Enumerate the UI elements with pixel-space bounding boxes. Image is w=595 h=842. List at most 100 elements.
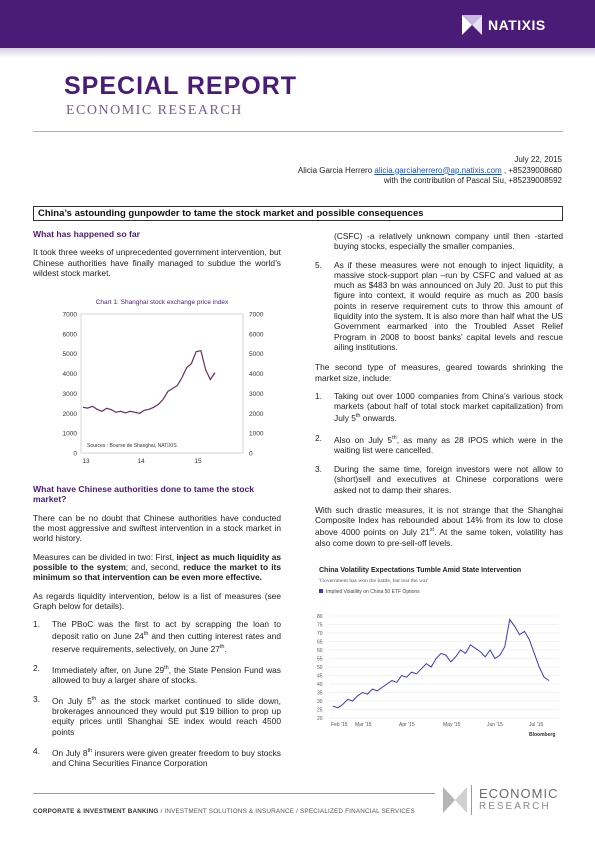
list-text: as the stock market continued to slide d… bbox=[52, 695, 281, 737]
y-tick-label: 60 bbox=[317, 648, 323, 654]
natixis-logo-text: NATIXIS bbox=[488, 17, 546, 33]
x-tick-label: Apr '15 bbox=[399, 722, 415, 728]
list-number: 5. bbox=[315, 259, 322, 270]
list-item: 5. As if these measures were not enough t… bbox=[315, 260, 563, 353]
author-email-link[interactable]: alicia.garciaherrero@ap.natixis.com bbox=[374, 165, 502, 175]
superscript: th bbox=[392, 434, 397, 441]
y-tick-label-right: 5000 bbox=[249, 351, 264, 358]
y-tick-label: 65 bbox=[317, 639, 323, 645]
y-tick-label: 25 bbox=[317, 707, 323, 713]
list-text: insurers were given greater freedom to b… bbox=[52, 747, 281, 769]
y-tick-label: 55 bbox=[317, 656, 323, 662]
y-tick-label-right: 7000 bbox=[249, 312, 264, 319]
author-phone: , +85239008680 bbox=[503, 165, 562, 175]
list-text: Immediately after, on June 29 bbox=[52, 664, 165, 675]
list-text: Also on July 5 bbox=[334, 434, 393, 445]
y-tick-label: 40 bbox=[317, 682, 323, 688]
list-number: 2. bbox=[33, 662, 40, 673]
legend-swatch bbox=[319, 588, 323, 593]
paragraph-second-type: The second type of measures, geared towa… bbox=[315, 362, 563, 383]
superscript: th bbox=[164, 664, 169, 671]
footer-text: CORPORATE & INVESTMENT BANKING / INVESTM… bbox=[33, 808, 415, 815]
y-tick-label: 80 bbox=[317, 614, 323, 620]
text-bold-liquidity: inject as much liquidity as possible to … bbox=[33, 551, 282, 572]
report-date: July 22, 2015 bbox=[514, 155, 562, 164]
y-tick-label: 70 bbox=[317, 631, 323, 637]
list-text: onwards. bbox=[360, 413, 397, 424]
chart-volatility-svg: China Volatility Expectations Tumble Ami… bbox=[315, 559, 563, 740]
chart-title: China Volatility Expectations Tumble Ami… bbox=[319, 567, 521, 574]
x-tick-label: 13 bbox=[82, 458, 90, 465]
superscript: th bbox=[87, 748, 93, 755]
series-line bbox=[332, 617, 550, 709]
paragraph-aggressive: There can be no doubt that Chinese autho… bbox=[33, 512, 281, 544]
y-tick-label-right: 1000 bbox=[249, 431, 264, 438]
chart-plot-area bbox=[80, 313, 244, 454]
left-column: What has happened so far It took three w… bbox=[33, 229, 281, 768]
y-tick-label-left: 4000 bbox=[63, 371, 78, 378]
logo-word-research: RESEARCH bbox=[479, 801, 551, 812]
list-number: 3. bbox=[315, 463, 322, 474]
chart-source: Bloomberg bbox=[529, 732, 555, 738]
list-number: 4. bbox=[33, 746, 40, 757]
y-tick-label-right: 0 bbox=[249, 451, 253, 458]
y-tick-label-left: 3000 bbox=[63, 391, 78, 398]
economic-research-logo: ECONOMIC RESEARCH bbox=[441, 783, 581, 817]
x-tick-label: 14 bbox=[137, 458, 145, 465]
footer-text-bold: CORPORATE & INVESTMENT BANKING bbox=[33, 808, 159, 815]
list-number: 1. bbox=[33, 619, 40, 630]
text-fragment: ; and, second, bbox=[125, 561, 184, 572]
y-tick-label: 30 bbox=[317, 699, 323, 705]
y-tick-label-right: 4000 bbox=[249, 371, 264, 378]
natixis-logo-icon bbox=[462, 15, 482, 35]
list-text: On July 8 bbox=[52, 747, 88, 758]
list-item: 4. On July 8th insurers were given greate… bbox=[33, 746, 281, 768]
chart-title: Chart 1: Shanghai stock exchange price i… bbox=[96, 299, 229, 306]
x-tick-label: Mar '15 bbox=[355, 722, 372, 728]
y-tick-label: 45 bbox=[317, 673, 323, 679]
contribution-line: with the contribution of Pascal Siu, +85… bbox=[383, 176, 562, 185]
right-column: (CSFC) -a relatively unknown company unt… bbox=[315, 231, 563, 740]
text-fragment: With such drastic measures, it is not st… bbox=[315, 504, 563, 538]
list-item: 1. Taking out over 1000 companies from Ch… bbox=[315, 391, 563, 424]
list-text: , the State Pension Fund was allowed to … bbox=[52, 664, 281, 685]
y-tick-label-right: 2000 bbox=[249, 411, 264, 418]
economic-research-logo-icon bbox=[443, 785, 472, 815]
chart-source: Sources : Bourse de Shanghai, NATIXIS bbox=[87, 443, 177, 449]
x-tick-label: Jul '15 bbox=[529, 722, 544, 728]
list-text: The PBoC was the first to act by scrappi… bbox=[52, 619, 281, 642]
list-item: 3. On July 5th as the stock market contin… bbox=[33, 694, 281, 737]
list-text: During the same time, foreign investors … bbox=[334, 463, 563, 495]
superscript: th bbox=[355, 413, 361, 420]
paragraph-measures: Measures can be divided in two: First, i… bbox=[33, 552, 281, 583]
section-title: China’s astounding gunpowder to tame the… bbox=[38, 208, 424, 219]
header-band-fade bbox=[0, 48, 595, 58]
y-tick-label-left: 0 bbox=[73, 451, 77, 458]
footer-divider bbox=[33, 793, 435, 794]
chart-subtitle: 'Government has won the battle, but lost… bbox=[319, 578, 428, 584]
text-fragment: Measures can be divided in two: First, bbox=[33, 551, 177, 562]
chart-shanghai-index: Chart 1: Shanghai stock exchange price i… bbox=[33, 286, 281, 476]
list-number: 3. bbox=[33, 694, 40, 705]
header-divider bbox=[33, 131, 563, 132]
series-line bbox=[82, 350, 216, 415]
list-text: Taking out over 1000 companies from Chin… bbox=[334, 390, 563, 424]
report-title: SPECIAL REPORT bbox=[64, 72, 298, 100]
list-text: , as many as 28 IPOS which were in the w… bbox=[334, 434, 564, 455]
list-text: . bbox=[224, 643, 227, 654]
y-tick-label: 35 bbox=[317, 690, 323, 696]
natixis-logo: NATIXIS bbox=[462, 14, 546, 36]
y-tick-label: 75 bbox=[317, 622, 323, 628]
superscript: th bbox=[91, 696, 97, 703]
section-title-bar: China’s astounding gunpowder to tame the… bbox=[33, 206, 563, 221]
list-item: 2. Also on July 5th, as many as 28 IPOS w… bbox=[315, 433, 563, 455]
x-tick-label: Jun '15 bbox=[487, 722, 503, 728]
legend-label: Implied Volatility on China 50 ETF Optio… bbox=[326, 589, 420, 595]
logo-word-economic: ECONOMIC bbox=[479, 786, 559, 801]
y-tick-label-left: 2000 bbox=[63, 411, 78, 418]
liquidity-measures-list: 1. The PBoC was the first to act by scrap… bbox=[33, 619, 281, 768]
y-tick-label-left: 6000 bbox=[63, 332, 78, 339]
footer-text-rest: / INVESTMENT SOLUTIONS & INSURANCE / SPE… bbox=[158, 808, 415, 815]
liquidity-measures-list-cont: 5. As if these measures were not enough t… bbox=[315, 260, 563, 353]
author-name: Alicia Garcia Herrero bbox=[297, 165, 373, 175]
